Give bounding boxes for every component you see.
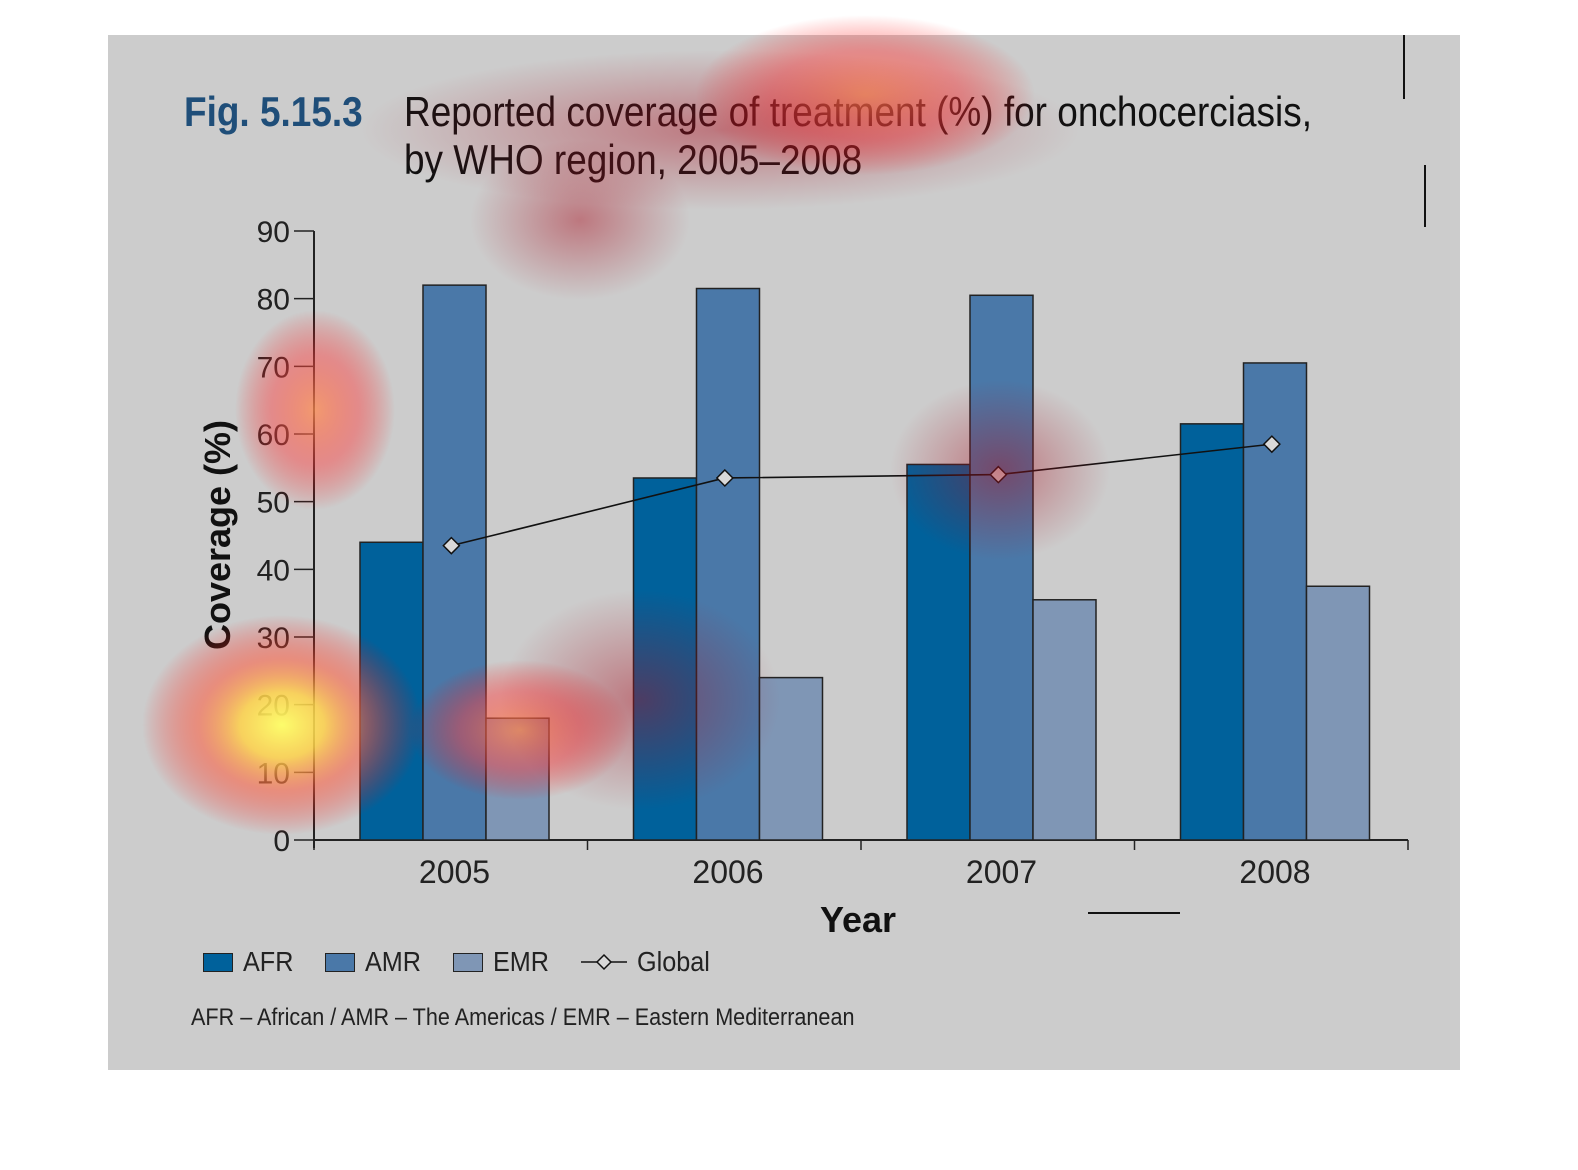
legend-swatch-amr bbox=[325, 952, 355, 972]
y-tick-label: 30 bbox=[257, 622, 290, 655]
global-line bbox=[451, 443, 1272, 547]
bar-afr-2006 bbox=[632, 477, 698, 841]
bar-amr-2006 bbox=[695, 287, 761, 841]
y-tick-label: 0 bbox=[273, 825, 290, 858]
figure-number: Fig. 5.15.3 bbox=[184, 88, 363, 135]
legend-label-global: Global bbox=[637, 946, 711, 977]
bar-emr-2008 bbox=[1305, 585, 1371, 841]
legend-item-emr: EMR bbox=[453, 946, 555, 978]
legend-item-global: Global bbox=[581, 946, 718, 978]
bar-afr-2008 bbox=[1179, 423, 1245, 841]
legend-label-amr: AMR bbox=[365, 946, 422, 977]
bar-amr-2007 bbox=[969, 294, 1034, 841]
legend-item-afr: AFR bbox=[203, 946, 299, 978]
x-tick-label: 2008 bbox=[1239, 854, 1310, 890]
bar-afr-2005 bbox=[359, 541, 424, 841]
x-tick-label: 2005 bbox=[419, 854, 490, 890]
global-marker-2005 bbox=[442, 536, 461, 555]
legend-label-afr: AFR bbox=[243, 946, 294, 977]
legend-swatch-emr bbox=[453, 952, 484, 972]
y-tick-label: 90 bbox=[257, 216, 290, 249]
y-tick-label: 50 bbox=[257, 487, 290, 520]
y-tick-label: 70 bbox=[257, 351, 290, 384]
edge-mark-middle bbox=[1424, 165, 1426, 227]
y-tick-label: 80 bbox=[257, 284, 290, 317]
y-tick-label: 60 bbox=[257, 419, 290, 452]
x-axis-title: Year bbox=[820, 899, 896, 940]
bar-amr-2005 bbox=[422, 284, 487, 841]
chart-legend: AFR AMR EMR Global bbox=[203, 946, 744, 978]
x-tick-label: 2007 bbox=[966, 854, 1037, 890]
global-marker-2006 bbox=[715, 468, 734, 488]
y-tick-label: 20 bbox=[257, 690, 290, 723]
y-tick-label: 10 bbox=[257, 757, 290, 790]
bar-amr-2008 bbox=[1242, 362, 1308, 841]
y-axis-title: Coverage (%) bbox=[197, 420, 238, 650]
y-tick-label: 40 bbox=[257, 554, 290, 587]
bar-emr-2006 bbox=[758, 676, 824, 841]
legend-swatch-global bbox=[581, 953, 628, 971]
x-tick-label: 2006 bbox=[692, 854, 763, 890]
bar-emr-2005 bbox=[485, 717, 550, 841]
legend-label-emr: EMR bbox=[493, 946, 550, 977]
legend-swatch-afr bbox=[203, 952, 233, 972]
bar-emr-2007 bbox=[1032, 599, 1097, 841]
edge-mark-bottom bbox=[1088, 912, 1180, 914]
edge-mark-top bbox=[1403, 35, 1405, 99]
footnote: AFR – African / AMR – The Americas / EMR… bbox=[191, 1004, 855, 1031]
legend-item-amr: AMR bbox=[325, 946, 427, 978]
global-marker-2008 bbox=[1262, 435, 1281, 454]
bar-afr-2007 bbox=[906, 463, 971, 841]
